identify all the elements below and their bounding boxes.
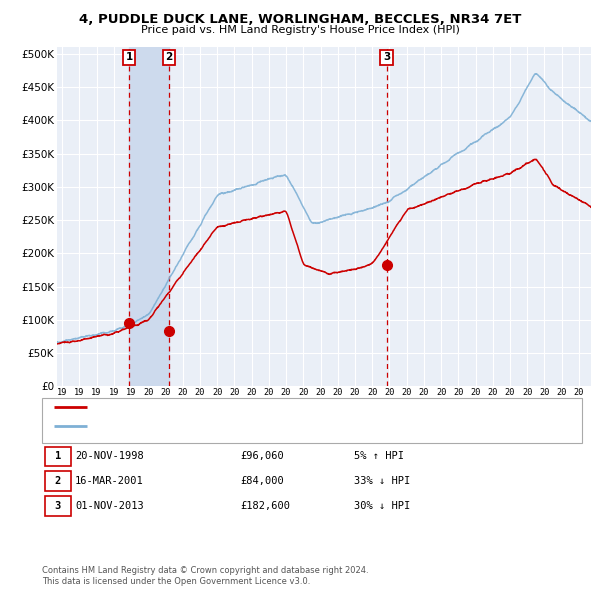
Text: 4, PUDDLE DUCK LANE, WORLINGHAM, BECCLES, NR34 7ET: 4, PUDDLE DUCK LANE, WORLINGHAM, BECCLES…	[79, 13, 521, 26]
Text: 3: 3	[383, 53, 390, 63]
Text: 5% ↑ HPI: 5% ↑ HPI	[354, 451, 404, 461]
Text: 2: 2	[55, 476, 61, 486]
Text: 33% ↓ HPI: 33% ↓ HPI	[354, 476, 410, 486]
Text: 3: 3	[55, 501, 61, 511]
Text: 30% ↓ HPI: 30% ↓ HPI	[354, 501, 410, 511]
Text: HPI: Average price, detached house, East Suffolk: HPI: Average price, detached house, East…	[93, 421, 331, 431]
Text: 1: 1	[125, 53, 133, 63]
Text: 16-MAR-2001: 16-MAR-2001	[75, 476, 144, 486]
Text: 4, PUDDLE DUCK LANE, WORLINGHAM, BECCLES, NR34 7ET (detached house): 4, PUDDLE DUCK LANE, WORLINGHAM, BECCLES…	[93, 402, 475, 412]
Text: 2: 2	[166, 53, 173, 63]
Text: £96,060: £96,060	[240, 451, 284, 461]
Text: Contains HM Land Registry data © Crown copyright and database right 2024.: Contains HM Land Registry data © Crown c…	[42, 566, 368, 575]
Text: £84,000: £84,000	[240, 476, 284, 486]
Text: This data is licensed under the Open Government Licence v3.0.: This data is licensed under the Open Gov…	[42, 577, 310, 586]
Bar	[129, 47, 169, 386]
Text: Price paid vs. HM Land Registry's House Price Index (HPI): Price paid vs. HM Land Registry's House …	[140, 25, 460, 35]
Text: 20-NOV-1998: 20-NOV-1998	[75, 451, 144, 461]
Text: £182,600: £182,600	[240, 501, 290, 511]
Text: 01-NOV-2013: 01-NOV-2013	[75, 501, 144, 511]
Text: 1: 1	[55, 451, 61, 461]
